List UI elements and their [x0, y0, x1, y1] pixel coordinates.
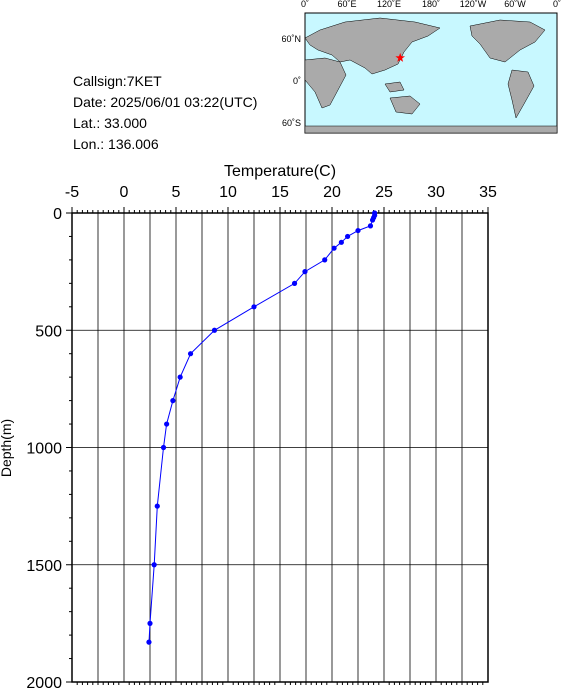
- y-tick-label: 1500: [26, 558, 62, 575]
- profile-point: [170, 398, 176, 404]
- continents: [304, 17, 558, 134]
- map-lon-label: 60˚E: [337, 0, 356, 9]
- x-tick-label: 0: [120, 184, 129, 201]
- profile-point: [147, 620, 153, 626]
- x-tick-label: 10: [219, 184, 237, 201]
- profile-point: [367, 223, 374, 229]
- x-tick-label: 30: [427, 184, 445, 201]
- profile-point: [291, 280, 298, 286]
- map-lon-label: 180˚: [422, 0, 440, 9]
- map-lat-label: 60˚S: [282, 118, 301, 128]
- x-tick-label: 25: [375, 184, 393, 201]
- y-tick-label: 500: [35, 323, 62, 340]
- profile-point: [164, 421, 170, 427]
- profile-point: [338, 239, 344, 245]
- profile-point: [160, 444, 167, 451]
- x-tick-label: 15: [271, 184, 289, 201]
- station-marker: [395, 52, 405, 62]
- x-axis-label: Temperature(C): [224, 163, 336, 180]
- profile-point: [322, 257, 328, 263]
- y-tick-label: 2000: [26, 675, 62, 690]
- profile-point: [331, 245, 337, 251]
- map-lon-label: 120˚E: [377, 0, 401, 9]
- y-axis-label: Depth(m): [0, 419, 14, 477]
- profile-point: [187, 351, 194, 357]
- x-tick-label: 35: [479, 184, 497, 201]
- profile-point: [154, 503, 160, 509]
- date: Date: 2025/06/01 03:22(UTC): [73, 94, 257, 110]
- map-lon-label: 60˚W: [504, 0, 526, 9]
- latitude: Lat.: 33.000: [73, 115, 147, 131]
- map-lon-label: 0˚: [301, 0, 309, 9]
- map-lat-label: 0˚: [293, 76, 301, 86]
- profile-point: [251, 304, 257, 310]
- map-lat-label: 60˚N: [281, 34, 301, 44]
- profile-point: [177, 374, 183, 380]
- profile-point: [146, 639, 152, 645]
- profile-point: [355, 227, 361, 234]
- profile-point: [345, 233, 351, 240]
- profile-line: [148, 213, 376, 643]
- map-lon-label: 0˚: [553, 0, 561, 9]
- profile-point: [369, 217, 376, 223]
- profile-point: [302, 269, 308, 275]
- profile-point: [151, 562, 157, 568]
- world-map: [304, 12, 558, 134]
- x-tick-label: 5: [172, 184, 181, 201]
- y-tick-label: 0: [53, 206, 62, 223]
- callsign: Callsign:7KET: [73, 73, 162, 89]
- map-lon-label: 120˚W: [460, 0, 487, 9]
- longitude: Lon.: 136.006: [73, 136, 159, 152]
- x-tick-label: 20: [323, 184, 341, 201]
- y-tick-label: 1000: [26, 441, 62, 458]
- x-tick-label: -5: [65, 184, 79, 201]
- profile-point: [211, 327, 218, 333]
